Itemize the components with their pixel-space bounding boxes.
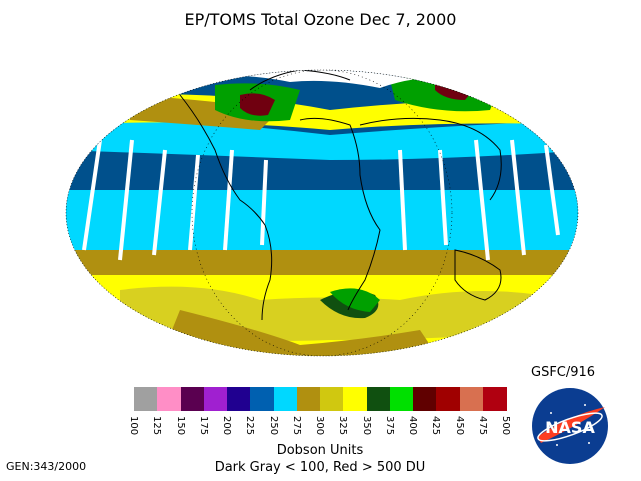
patch-green — [330, 288, 380, 312]
tick-text: 450 — [453, 416, 465, 436]
colorbar-tick-label: 375 — [378, 416, 402, 440]
map-outline — [65, 69, 579, 357]
colorbar-swatch — [273, 387, 298, 411]
colorbar-tick-label: 175 — [192, 416, 216, 440]
colorbar-tick-label: 300 — [308, 416, 332, 440]
band-cyan-north — [66, 115, 578, 160]
colorbar-swatch — [296, 387, 321, 411]
tick-text: 100 — [128, 416, 139, 436]
ozone-field — [66, 70, 578, 356]
tick-text: 400 — [407, 416, 418, 436]
tick-text: 475 — [476, 416, 488, 436]
nasa-logo-icon: NASA — [532, 388, 608, 464]
colorbar-swatch — [343, 387, 368, 411]
colorbar-tick-label: 325 — [331, 416, 355, 440]
tick-text: 225 — [244, 416, 256, 436]
polar-night — [150, 70, 500, 88]
coastlines — [179, 70, 502, 321]
tick-text: 500 — [500, 416, 511, 436]
patch-darkred-west — [240, 93, 275, 116]
colorbar-tick-label: 475 — [471, 416, 495, 440]
colorbar-swatch — [389, 387, 414, 411]
colorbar-swatch — [482, 387, 507, 411]
colorbar-swatch — [157, 387, 182, 411]
colorbar-swatch — [250, 387, 275, 411]
colorbar-tick-label: 225 — [238, 416, 262, 440]
band-cyan — [66, 190, 578, 260]
graticule — [191, 70, 453, 356]
colorbar-tick-label: 350 — [355, 416, 379, 440]
tick-text: 325 — [337, 416, 349, 436]
colorbar-tick-label: 125 — [145, 416, 169, 440]
colorbar-swatch — [413, 387, 437, 411]
colorbar-tick-label: 100 — [122, 416, 146, 440]
colorbar-swatch — [436, 387, 461, 411]
colorbar-swatch — [227, 387, 251, 411]
nasa-logo-text: NASA — [545, 418, 595, 437]
colorbar-tick-label: 200 — [215, 416, 239, 440]
map-title: EP/TOMS Total Ozone Dec 7, 2000 — [184, 10, 457, 29]
tick-text: 250 — [267, 416, 279, 436]
tick-text: 125 — [151, 416, 163, 436]
colorbar-tick-label: 275 — [285, 416, 309, 440]
tick-text: 300 — [314, 416, 325, 436]
colorbar-tick-label: 250 — [262, 416, 286, 440]
colorbar-swatch — [459, 387, 484, 411]
tick-text: 175 — [197, 416, 209, 436]
units-label: Dobson Units — [276, 443, 364, 458]
tick-text: 375 — [383, 416, 395, 436]
orbit-gaps — [82, 139, 560, 261]
colorbar-tick-label: 425 — [424, 416, 448, 440]
colorbar-tick-label: 500 — [494, 416, 518, 440]
tick-text: 200 — [221, 416, 232, 436]
tick-text: 150 — [174, 416, 186, 436]
colorbar-tick-label: 450 — [448, 416, 472, 440]
colorbar-swatch — [366, 387, 391, 411]
patch-olive-north — [130, 95, 280, 130]
credit-label: GSFC/916 — [531, 365, 596, 380]
colorbar-swatch — [203, 387, 228, 411]
tick-text: 275 — [290, 416, 302, 436]
colorbar-swatch — [134, 387, 158, 411]
colorbar-tick-label: 150 — [169, 416, 193, 440]
range-note: Dark Gray < 100, Red > 500 DU — [214, 460, 426, 475]
colorbar-tick-label: 400 — [401, 416, 425, 440]
colorbar-swatch — [180, 387, 205, 411]
colorbar-swatch — [320, 387, 344, 411]
gen-label: GEN:343/2000 — [6, 460, 87, 473]
tick-text: 425 — [430, 416, 442, 436]
tick-text: 350 — [360, 416, 372, 436]
